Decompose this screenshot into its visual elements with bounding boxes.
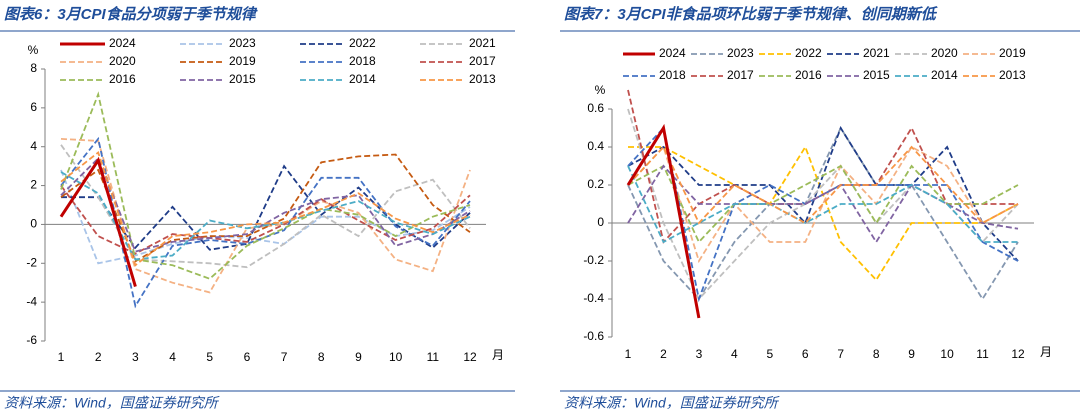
y-unit: %	[28, 43, 39, 57]
legend-label: 2019	[229, 54, 256, 68]
chart-title: 图表6：3月CPI食品分项弱于季节规律	[4, 5, 258, 23]
legend-label: 2014	[931, 68, 958, 82]
x-tick-label: 7	[281, 350, 288, 364]
series-line	[626, 123, 701, 319]
legend-label: 2023	[229, 36, 256, 50]
legend-label: 2020	[109, 54, 136, 68]
series-line	[60, 151, 471, 267]
x-tick-label: 4	[731, 347, 738, 361]
x-tick-label: 5	[206, 350, 213, 364]
legend-label: 2018	[349, 54, 376, 68]
y-tick-label: -2	[26, 255, 37, 269]
x-unit: 月	[1040, 345, 1052, 359]
legend-label: 2013	[999, 68, 1026, 82]
x-tick-label: 2	[660, 347, 667, 361]
x-tick-label: 10	[389, 350, 403, 364]
x-tick-label: 6	[244, 350, 251, 364]
x-tick-label: 1	[58, 350, 65, 364]
series-line	[627, 164, 1019, 244]
series-line	[60, 171, 471, 261]
series-line	[60, 91, 471, 280]
y-tick-label: 4	[30, 139, 37, 153]
x-tick-label: 8	[873, 347, 880, 361]
x-tick-label: 9	[908, 347, 915, 361]
y-tick-label: 6	[30, 100, 37, 114]
legend-label: 2022	[795, 46, 822, 60]
series-line	[59, 156, 137, 288]
y-unit: %	[595, 83, 606, 97]
y-tick-label: -0.2	[583, 253, 604, 267]
legend-label: 2015	[229, 72, 256, 86]
legend-label: 2017	[727, 68, 754, 82]
y-tick-label: 8	[30, 61, 37, 75]
y-tick-label: -6	[26, 333, 37, 347]
x-tick-label: 5	[766, 347, 773, 361]
series-line	[627, 165, 1018, 244]
legend-label: 2019	[999, 46, 1026, 60]
x-tick-label: 3	[696, 347, 703, 361]
x-unit: 月	[492, 348, 504, 362]
legend-label: 2017	[469, 54, 496, 68]
legend-label: 2016	[795, 68, 822, 82]
x-tick-label: 11	[976, 347, 989, 361]
legend-label: 2015	[863, 68, 890, 82]
legend-label: 2021	[863, 46, 890, 60]
series-line	[60, 138, 471, 294]
x-tick-label: 6	[802, 347, 809, 361]
x-tick-label: 9	[355, 350, 362, 364]
x-tick-label: 7	[837, 347, 844, 361]
legend-label: 2016	[109, 72, 136, 86]
x-tick-label: 3	[132, 350, 139, 364]
series-line	[60, 144, 471, 269]
y-tick-label: 0	[30, 217, 37, 231]
legend-label: 2021	[469, 36, 496, 50]
x-tick-label: 8	[318, 350, 325, 364]
legend-label: 2024	[109, 36, 136, 50]
y-tick-label: 0.2	[587, 177, 604, 191]
y-tick-label: 0	[597, 215, 604, 229]
y-tick-label: -0.6	[583, 329, 604, 343]
legend-label: 2013	[469, 72, 496, 86]
y-tick-label: -4	[26, 294, 37, 308]
source: 资料来源：Wind，国盛证券研究所	[4, 395, 220, 411]
x-tick-label: 11	[427, 350, 440, 364]
source: 资料来源：Wind，国盛证券研究所	[564, 395, 780, 411]
x-tick-label: 4	[169, 350, 176, 364]
series-line	[60, 156, 471, 253]
legend-label: 2022	[349, 36, 376, 50]
x-tick-label: 2	[95, 350, 102, 364]
chart-title: 图表7：3月CPI非食品项环比弱于季节规律、创同期新低	[564, 5, 939, 23]
series-line	[627, 145, 1019, 264]
series-line	[627, 145, 1019, 225]
x-tick-label: 1	[625, 347, 632, 361]
series-line	[60, 169, 471, 265]
legend-label: 2018	[659, 68, 686, 82]
y-tick-label: 2	[30, 178, 37, 192]
x-tick-label: 12	[1011, 347, 1025, 361]
series-line	[61, 164, 471, 251]
y-tick-label: 0.6	[587, 101, 604, 115]
legend-label: 2020	[931, 46, 958, 60]
x-tick-label: 12	[463, 350, 477, 364]
series-line	[627, 164, 1019, 244]
legend-label: 2023	[727, 46, 754, 60]
legend-label: 2024	[659, 46, 686, 60]
x-tick-label: 10	[940, 347, 954, 361]
legend-label: 2014	[349, 72, 376, 86]
series-line	[60, 185, 471, 255]
y-tick-label: -0.4	[583, 291, 604, 305]
y-tick-label: 0.4	[587, 139, 604, 153]
